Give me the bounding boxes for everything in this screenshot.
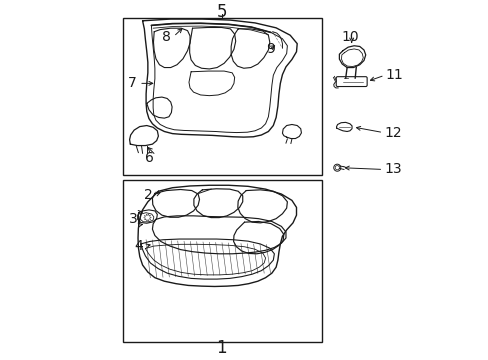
Text: 13: 13	[384, 162, 401, 176]
Bar	[123, 18, 321, 175]
Text: 4: 4	[134, 239, 143, 253]
Text: 10: 10	[341, 30, 358, 44]
FancyBboxPatch shape	[336, 77, 366, 86]
Text: 12: 12	[384, 126, 401, 140]
Text: 1: 1	[216, 339, 226, 357]
Text: 2: 2	[143, 188, 152, 202]
Text: 3: 3	[129, 212, 138, 226]
Bar	[123, 180, 321, 342]
Text: 9: 9	[266, 42, 275, 56]
Text: 5: 5	[216, 3, 226, 21]
Text: 6: 6	[144, 151, 154, 165]
Text: 8: 8	[162, 30, 170, 44]
Text: 11: 11	[385, 68, 403, 82]
Text: 7: 7	[127, 76, 136, 90]
